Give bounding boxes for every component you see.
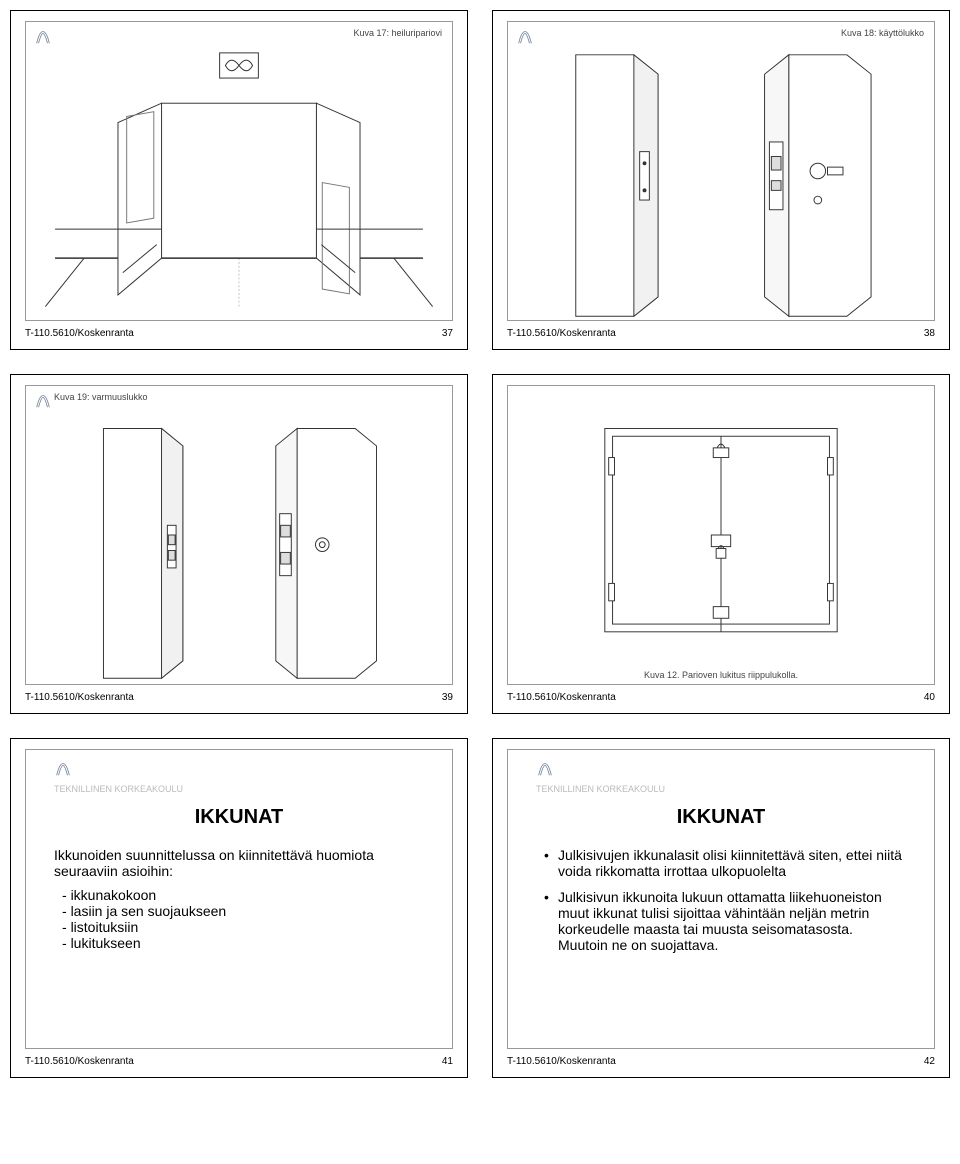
university-logo-icon (34, 28, 52, 46)
page-number: 37 (442, 328, 453, 339)
frame-37: Kuva 17: heiluripariovi (25, 21, 453, 321)
frame-39: Kuva 19: varmuuslukko (25, 385, 453, 685)
slide-footer: T-110.5610/Koskenranta 41 (25, 1056, 453, 1067)
list-item: ikkunakokoon (62, 887, 424, 903)
slide-grid: Kuva 17: heiluripariovi (10, 10, 950, 1078)
frame-40: Kuva 12. Parioven lukitus riippulukolla. (507, 385, 935, 685)
slide-title: IKKUNAT (536, 806, 906, 829)
padlock-door-diagram-icon (508, 386, 934, 684)
intro-text: Ikkunoiden suunnittelussa on kiinnitettä… (54, 847, 424, 879)
security-lock-diagram-icon (26, 386, 452, 684)
slide-39: Kuva 19: varmuuslukko T-110.5610/Ko (10, 374, 468, 714)
frame-41: TEKNILLINEN KORKEAKOULU IKKUNAT Ikkunoid… (25, 749, 453, 1049)
page-number: 40 (924, 692, 935, 703)
figure-caption: Kuva 12. Parioven lukitus riippulukolla. (508, 670, 934, 680)
footer-label: T-110.5610/Koskenranta (507, 692, 616, 703)
list-item: Julkisivun ikkunoita lukuun ottamatta li… (544, 889, 906, 953)
figure-caption: Kuva 18: käyttölukko (841, 28, 924, 38)
slide-41: TEKNILLINEN KORKEAKOULU IKKUNAT Ikkunoid… (10, 738, 468, 1078)
lock-diagram-icon (508, 22, 934, 320)
university-logo-icon (516, 28, 534, 46)
footer-label: T-110.5610/Koskenranta (25, 692, 134, 703)
slide-footer: T-110.5610/Koskenranta 39 (25, 692, 453, 703)
frame-42: TEKNILLINEN KORKEAKOULU IKKUNAT Julkisiv… (507, 749, 935, 1049)
slide-38: Kuva 18: käyttölukko (492, 10, 950, 350)
slide-footer: T-110.5610/Koskenranta 37 (25, 328, 453, 339)
university-name: TEKNILLINEN KORKEAKOULU (54, 784, 424, 794)
frame-38: Kuva 18: käyttölukko (507, 21, 935, 321)
page-number: 41 (442, 1056, 453, 1067)
list-item: listoituksiin (62, 919, 424, 935)
university-name: TEKNILLINEN KORKEAKOULU (536, 784, 906, 794)
footer-label: T-110.5610/Koskenranta (25, 1056, 134, 1067)
footer-label: T-110.5610/Koskenranta (25, 328, 134, 339)
bullet-list: Julkisivujen ikkunalasit olisi kiinnitet… (544, 847, 906, 953)
page-number: 39 (442, 692, 453, 703)
list-item: lasiin ja sen suojaukseen (62, 903, 424, 919)
slide-footer: T-110.5610/Koskenranta 40 (507, 692, 935, 703)
slide-40: Kuva 12. Parioven lukitus riippulukolla.… (492, 374, 950, 714)
figure-caption: Kuva 19: varmuuslukko (54, 392, 148, 402)
list-item: Julkisivujen ikkunalasit olisi kiinnitet… (544, 847, 906, 879)
door-diagram-icon (26, 22, 452, 320)
university-logo-icon (536, 760, 554, 778)
slide-42: TEKNILLINEN KORKEAKOULU IKKUNAT Julkisiv… (492, 738, 950, 1078)
university-logo-icon (34, 392, 52, 410)
figure-caption: Kuva 17: heiluripariovi (353, 28, 442, 38)
page-number: 38 (924, 328, 935, 339)
dash-list: ikkunakokoon lasiin ja sen suojaukseen l… (62, 887, 424, 951)
footer-label: T-110.5610/Koskenranta (507, 1056, 616, 1067)
page-number: 42 (924, 1056, 935, 1067)
list-item: lukitukseen (62, 935, 424, 951)
slide-37: Kuva 17: heiluripariovi (10, 10, 468, 350)
footer-label: T-110.5610/Koskenranta (507, 328, 616, 339)
slide-footer: T-110.5610/Koskenranta 42 (507, 1056, 935, 1067)
university-logo-icon (54, 760, 72, 778)
slide-footer: T-110.5610/Koskenranta 38 (507, 328, 935, 339)
slide-title: IKKUNAT (54, 806, 424, 829)
